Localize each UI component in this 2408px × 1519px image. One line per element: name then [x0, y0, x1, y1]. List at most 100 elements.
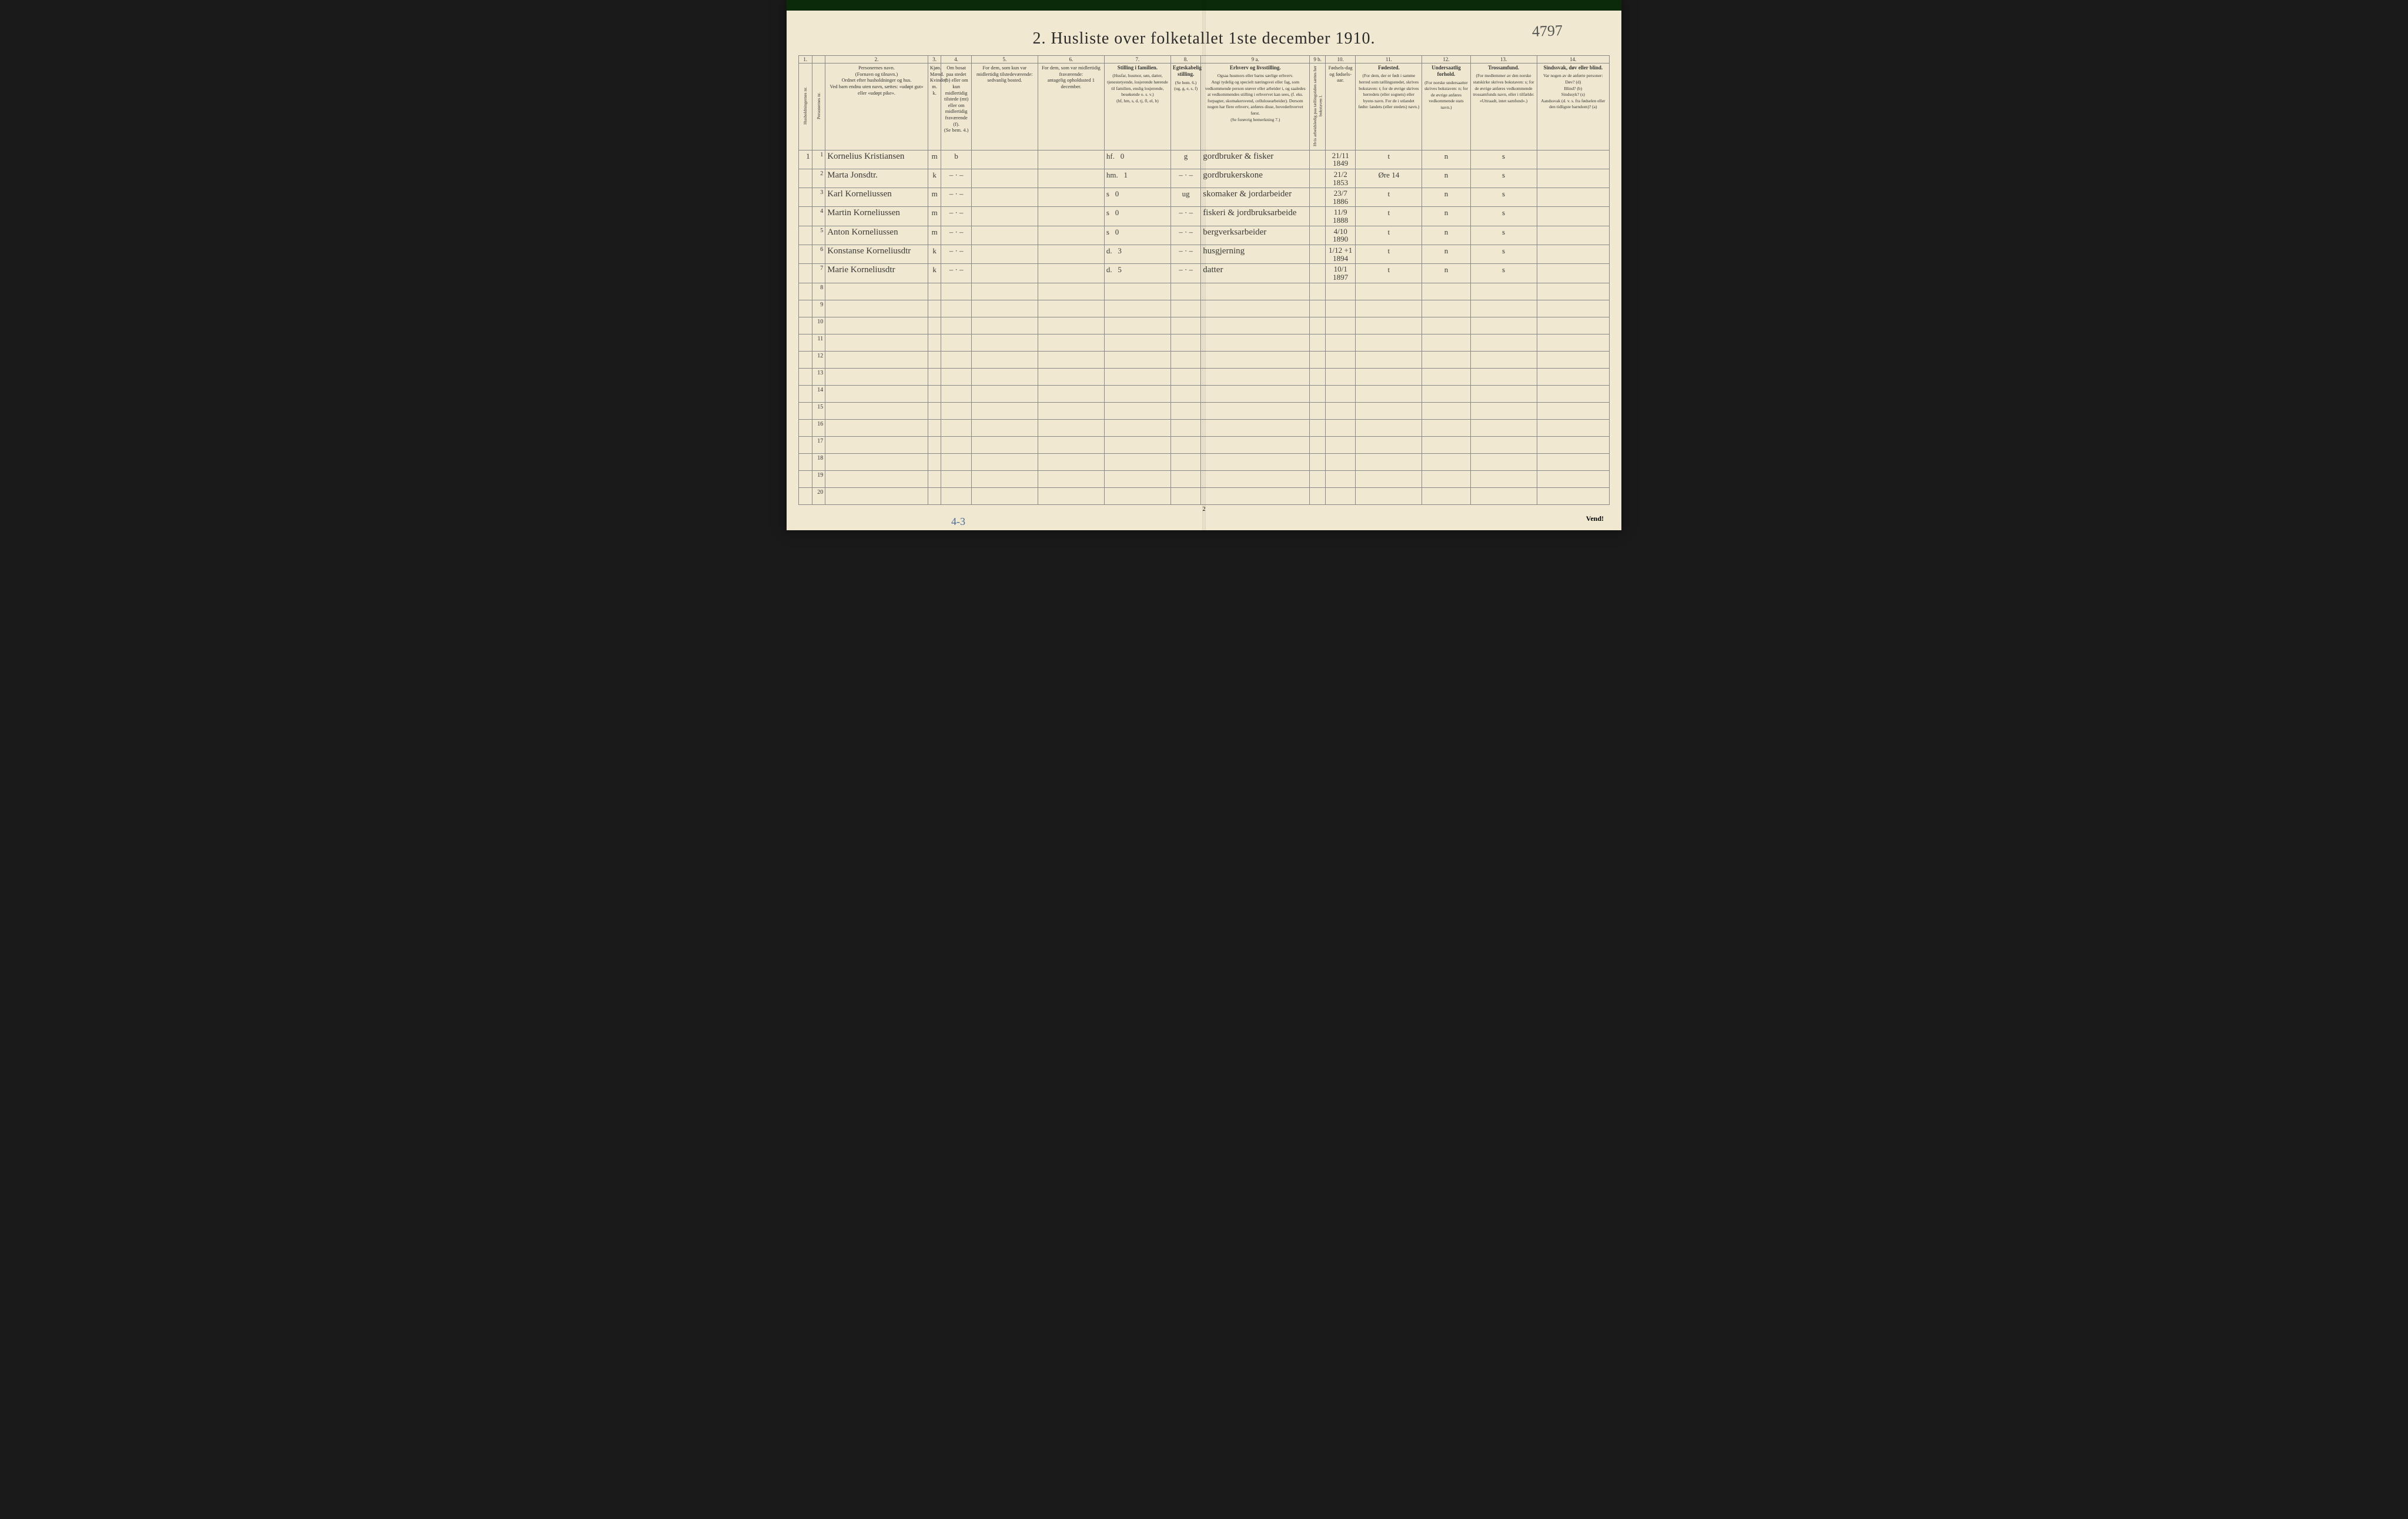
family-position: s 0: [1104, 226, 1170, 245]
usual-residence: [971, 150, 1038, 169]
empty-cell: [971, 419, 1038, 436]
person-number: 10: [812, 317, 825, 334]
table-row: 8: [799, 283, 1610, 300]
col-number: 13.: [1470, 56, 1537, 63]
empty-cell: [1470, 436, 1537, 453]
empty-cell: [941, 300, 971, 317]
col-number: 11.: [1356, 56, 1422, 63]
empty-cell: [1537, 385, 1609, 402]
empty-cell: [1201, 436, 1310, 453]
hh-number: [799, 317, 812, 334]
empty-cell: [1201, 453, 1310, 470]
empty-cell: [1170, 334, 1200, 351]
hdr-trossamfund: Trossamfund.(For medlemmer av den norske…: [1470, 63, 1537, 150]
empty-cell: [928, 402, 941, 419]
empty-cell: [1356, 419, 1422, 436]
empty-cell: [928, 436, 941, 453]
empty-cell: [1201, 470, 1310, 487]
hdr-undersaat: Undersaatlig forhold.(For norske undersa…: [1422, 63, 1470, 150]
occupation: husgjerning: [1201, 245, 1310, 264]
occupation: datter: [1201, 264, 1310, 283]
empty-cell: [825, 487, 928, 504]
empty-cell: [1038, 317, 1104, 334]
nationality: n: [1422, 245, 1470, 264]
col-number: 9 b.: [1310, 56, 1326, 63]
empty-cell: [1325, 317, 1355, 334]
person-number: 11: [812, 334, 825, 351]
empty-cell: [1201, 487, 1310, 504]
hh-number: [799, 169, 812, 188]
empty-cell: [1325, 419, 1355, 436]
empty-cell: [1470, 402, 1537, 419]
birthplace: t: [1356, 207, 1422, 226]
residence-status: – · –: [941, 245, 971, 264]
table-row: 16: [799, 419, 1610, 436]
census-page: 4797 2. Husliste over folketallet 1ste d…: [787, 0, 1621, 530]
disability: [1537, 188, 1609, 207]
empty-cell: [1104, 385, 1170, 402]
empty-cell: [1038, 351, 1104, 368]
empty-cell: [1325, 300, 1355, 317]
table-row: 10: [799, 317, 1610, 334]
empty-cell: [1038, 470, 1104, 487]
unemployed: [1310, 169, 1326, 188]
empty-cell: [1038, 368, 1104, 385]
empty-cell: [1470, 283, 1537, 300]
occupation: skomaker & jordarbeider: [1201, 188, 1310, 207]
empty-cell: [971, 470, 1038, 487]
table-row: 7Marie Korneliusdtrk– · –d. 5– · –datter…: [799, 264, 1610, 283]
empty-cell: [1038, 453, 1104, 470]
empty-cell: [928, 385, 941, 402]
unemployed: [1310, 207, 1326, 226]
empty-cell: [1310, 453, 1326, 470]
disability: [1537, 207, 1609, 226]
table-row: 18: [799, 453, 1610, 470]
disability: [1537, 150, 1609, 169]
empty-cell: [1422, 436, 1470, 453]
birth-date: 1/12 +1 1894: [1325, 245, 1355, 264]
hdr-erhverv: Erhverv og livsstilling.Ogsaa husmors el…: [1201, 63, 1310, 150]
birth-date: 21/2 1853: [1325, 169, 1355, 188]
empty-cell: [1104, 300, 1170, 317]
residence-status: b: [941, 150, 971, 169]
family-position: d. 3: [1104, 245, 1170, 264]
sex: m: [928, 226, 941, 245]
empty-cell: [1325, 334, 1355, 351]
empty-cell: [1325, 368, 1355, 385]
empty-cell: [1422, 470, 1470, 487]
empty-cell: [928, 487, 941, 504]
empty-cell: [825, 317, 928, 334]
empty-cell: [971, 402, 1038, 419]
page-title: 2. Husliste over folketallet 1ste decemb…: [798, 29, 1610, 48]
hdr-husholdning-nr: Husholdningernes nr.: [799, 63, 812, 150]
hh-number: [799, 419, 812, 436]
empty-cell: [1470, 470, 1537, 487]
empty-cell: [1422, 283, 1470, 300]
religion: s: [1470, 226, 1537, 245]
empty-cell: [1325, 470, 1355, 487]
empty-cell: [1201, 283, 1310, 300]
person-number: 1: [812, 150, 825, 169]
empty-cell: [1470, 317, 1537, 334]
empty-cell: [1325, 351, 1355, 368]
empty-cell: [1537, 453, 1609, 470]
empty-cell: [928, 283, 941, 300]
birthplace: Øre 14: [1356, 169, 1422, 188]
birthplace: t: [1356, 150, 1422, 169]
empty-cell: [1470, 419, 1537, 436]
unemployed: [1310, 150, 1326, 169]
empty-cell: [971, 351, 1038, 368]
empty-cell: [1038, 283, 1104, 300]
person-number: 18: [812, 453, 825, 470]
empty-cell: [1356, 334, 1422, 351]
empty-cell: [1170, 453, 1200, 470]
hdr-opholdssted: For dem, som var midlertidig fraværende:…: [1038, 63, 1104, 150]
table-row: 6Konstanse Korneliusdtrk– · –d. 3– · –hu…: [799, 245, 1610, 264]
whereabouts: [1038, 207, 1104, 226]
table-row: 5Anton Korneliussenm– · –s 0– · –bergver…: [799, 226, 1610, 245]
marital-status: g: [1170, 150, 1200, 169]
empty-cell: [941, 317, 971, 334]
religion: s: [1470, 188, 1537, 207]
empty-cell: [1356, 317, 1422, 334]
hdr-egteskab: Egteskabelig stilling.(Se bem. 6.) (ug, …: [1170, 63, 1200, 150]
